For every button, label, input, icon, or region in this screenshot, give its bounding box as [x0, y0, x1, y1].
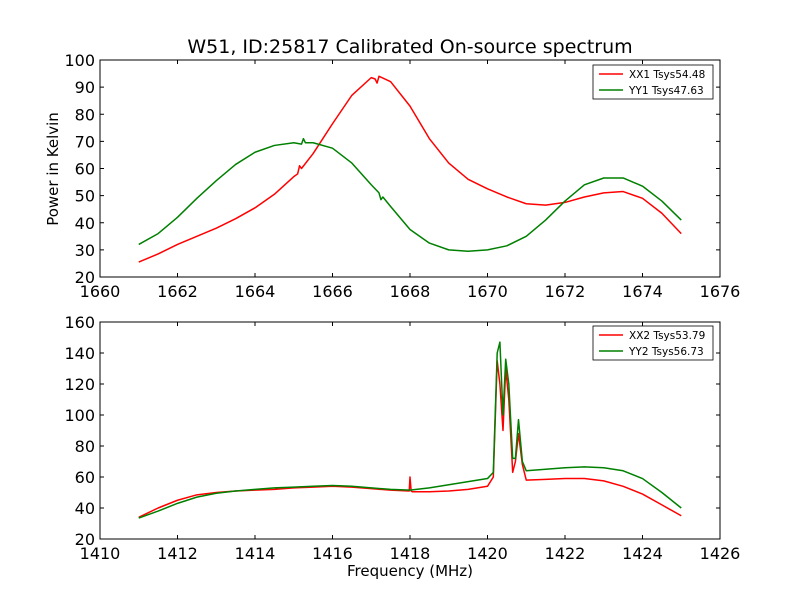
y-tick-label: 100 [64, 406, 95, 425]
y-tick-label: 20 [75, 268, 95, 287]
legend-label: XX1 Tsys54.48 [629, 69, 705, 81]
x-tick-label: 1412 [157, 544, 198, 563]
y-tick-label: 80 [75, 437, 95, 456]
series-line-yy-panel1 [138, 137, 682, 252]
chart-title: W51, ID:25817 Calibrated On-source spect… [187, 36, 632, 58]
y-tick-label: 90 [75, 78, 95, 97]
legend-label: YY2 Tsys56.73 [628, 346, 704, 358]
x-tick-label: 1666 [312, 282, 353, 301]
y-tick-label: 30 [75, 241, 95, 260]
x-tick-label: 1416 [312, 544, 353, 563]
legend-label: XX2 Tsys53.79 [629, 330, 705, 342]
x-tick-label: 1420 [467, 544, 508, 563]
x-tick-label: 1410 [80, 544, 121, 563]
y-tick-label: 50 [75, 187, 95, 206]
y-axis-label: Power in Kelvin [44, 112, 62, 226]
y-tick-label: 70 [75, 132, 95, 151]
legend-box [592, 325, 714, 361]
y-tick-label: 120 [64, 375, 95, 394]
y-tick-label: 60 [75, 468, 95, 487]
x-tick-label: 1672 [545, 282, 586, 301]
x-tick-label: 1676 [700, 282, 741, 301]
series-line-xx-panel2 [138, 360, 682, 518]
x-tick-label: 1418 [390, 544, 431, 563]
series-line-xx-panel1 [138, 75, 682, 263]
y-tick-label: 140 [64, 344, 95, 363]
x-tick-label: 1670 [467, 282, 508, 301]
y-tick-label: 40 [75, 214, 95, 233]
x-tick-label: 1674 [622, 282, 663, 301]
x-tick-label: 1426 [700, 544, 741, 563]
y-tick-label: 60 [75, 160, 95, 179]
x-tick-label: 1422 [545, 544, 586, 563]
x-tick-label: 1668 [390, 282, 431, 301]
x-tick-label: 1664 [235, 282, 276, 301]
x-tick-label: 1662 [157, 282, 198, 301]
x-tick-label: 1414 [235, 544, 276, 563]
y-tick-label: 80 [75, 105, 95, 124]
y-tick-label: 40 [75, 499, 95, 518]
y-tick-label: 160 [64, 313, 95, 332]
top-panel: 1660 1662 1664 1666 1668 1670 1672 1674 1676 20 30… [64, 51, 740, 301]
y-tick-label: 20 [75, 530, 95, 549]
x-tick-label: 1660 [80, 282, 121, 301]
x-axis-label: Frequency (MHz) [347, 562, 473, 580]
legend-label: YY1 Tsys47.63 [628, 85, 704, 97]
x-tick-label: 1424 [622, 544, 663, 563]
series-line-yy-panel2 [138, 341, 682, 519]
y-tick-label: 100 [64, 51, 95, 70]
bottom-panel: 1410 1412 1414 1416 1418 1420 1422 1424 1426 20 40… [64, 313, 740, 563]
legend-box [592, 64, 714, 100]
